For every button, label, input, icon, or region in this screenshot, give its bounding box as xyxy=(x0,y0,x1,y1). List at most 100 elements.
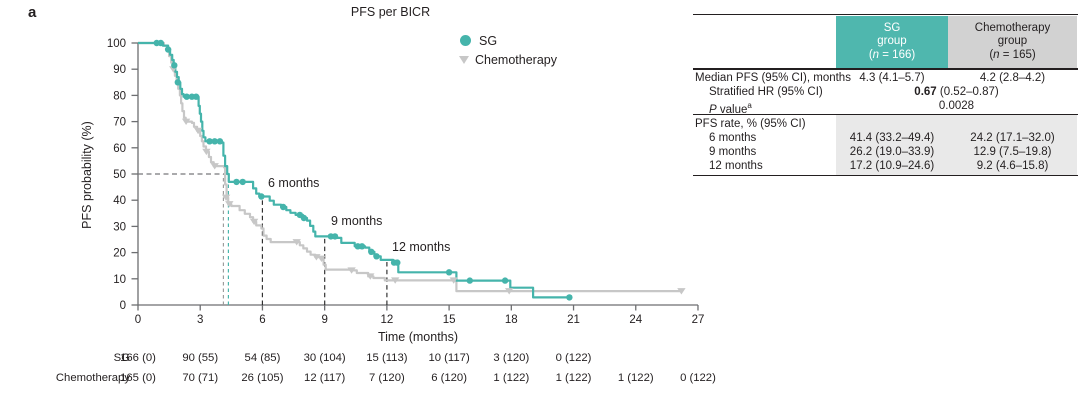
sg-censor-mark xyxy=(216,138,224,145)
chemo-censor-mark xyxy=(677,288,686,295)
stratified-hr-value: 0.67 (0.52–0.87) xyxy=(914,86,999,98)
sg-header-line2: group xyxy=(877,35,907,48)
sg-header-n: (n = 166) xyxy=(868,48,916,61)
median-pfs-chemo-value: 4.2 (2.8–4.2) xyxy=(979,72,1046,84)
header-bottom-border xyxy=(693,68,1078,70)
rate-12mo-label: 12 months xyxy=(709,160,763,172)
y-tick-label: 70 xyxy=(113,117,126,129)
chart-title: PFS per BICR xyxy=(350,5,431,19)
table-top-border xyxy=(693,14,1078,15)
x-tick-label: 18 xyxy=(505,314,518,326)
rate-12mo-chemo-value: 9.2 (4.6–15.8) xyxy=(976,160,1049,172)
risk-count: 30 (104) xyxy=(303,352,346,364)
stratified-hr-row: Stratified HR (95% CI) 0.67 (0.52–0.87) xyxy=(693,85,1078,99)
pfs-rate-label: PFS rate, % (95% CI) xyxy=(695,118,806,130)
sg-censor-mark xyxy=(258,193,265,200)
legend-item-chemotherapy: Chemotherapy xyxy=(459,50,557,69)
y-tick-label: 30 xyxy=(113,221,126,233)
pfs-rate-shading xyxy=(836,115,1077,175)
risk-count: 54 (85) xyxy=(244,352,281,364)
risk-counts: 166 (0) 90 (55) 54 (85) 30 (104) 15 (113) 10 … xyxy=(0,352,740,392)
legend-item-sg: SG xyxy=(460,31,557,50)
x-tick-label: 0 xyxy=(135,314,141,326)
sg-censor-mark xyxy=(171,62,178,69)
risk-count: 26 (105) xyxy=(241,372,284,384)
rate-9mo-label: 9 months xyxy=(709,146,757,158)
chemo-censor-mark xyxy=(193,127,203,135)
chemo-header-line2: group xyxy=(997,35,1028,48)
legend: SG Chemotherapy xyxy=(459,31,557,69)
sg-censor-mark xyxy=(206,138,213,145)
pfs-rate-header-row: PFS rate, % (95% CI) xyxy=(693,117,1078,131)
sg-censor-mark xyxy=(280,203,287,211)
chemotherapy-legend-triangle-icon xyxy=(459,55,469,64)
chemo-header-n: (n = 165) xyxy=(989,48,1036,61)
y-tick-label: 40 xyxy=(113,195,126,207)
sg-censor-mark xyxy=(192,93,200,100)
median-pfs-row: Median PFS (95% CI), months 4.3 (4.1–5.7… xyxy=(693,71,1078,85)
km-plot: 0 10 20 30 40 50 60 70 80 90 100 0 3 6 9 12 15 18 21 24 27 xyxy=(107,38,705,326)
p-value: 0.0028 xyxy=(938,100,975,112)
annotation-6-months: 6 months xyxy=(268,176,320,190)
sg-censor-mark xyxy=(157,39,164,47)
pfs-rate-9mo-row: 9 months 26.2 (19.0–33.9) 12.9 (7.5–19.8… xyxy=(693,145,1078,159)
risk-count: 0 (122) xyxy=(680,372,716,384)
chemo-censor-mark xyxy=(292,239,301,246)
chemo-censor-mark xyxy=(347,267,356,274)
table-bottom-border xyxy=(693,175,1078,176)
sg-censor-mark xyxy=(445,269,453,276)
section-divider xyxy=(693,114,1078,115)
risk-count: 15 (113) xyxy=(366,352,408,364)
sg-censor-mark xyxy=(368,248,375,255)
risk-count: 1 (122) xyxy=(555,372,592,384)
y-tick-label: 80 xyxy=(113,90,126,102)
stratified-hr-label: Stratified HR (95% CI) xyxy=(709,86,823,98)
chemo-censor-mark xyxy=(221,194,231,201)
sg-censor-mark xyxy=(358,243,366,250)
sg-legend-circle-icon xyxy=(460,35,471,46)
risk-count: 90 (55) xyxy=(182,352,219,364)
y-tick-label: 100 xyxy=(107,38,126,50)
pfs-rate-12mo-row: 12 months 17.2 (10.9–24.6) 9.2 (4.6–15.8… xyxy=(693,159,1078,173)
sg-censor-mark xyxy=(300,214,308,222)
p-value-row: P valuea 0.0028 xyxy=(693,99,1078,116)
risk-count: 1 (122) xyxy=(617,372,654,384)
risk-row-label-sg: SG xyxy=(113,352,130,364)
risk-count: 7 (120) xyxy=(368,372,405,384)
rate-6mo-sg-value: 41.4 (33.2–49.4) xyxy=(849,132,935,144)
rate-9mo-sg-value: 26.2 (19.0–33.9) xyxy=(849,146,935,158)
x-tick-label: 9 xyxy=(321,314,327,326)
chemo-censor-mark xyxy=(449,277,458,284)
sg-censor-mark xyxy=(233,178,240,186)
sg-header-line1: SG xyxy=(883,21,901,34)
sg-curve xyxy=(138,41,570,299)
sg-censor-mark xyxy=(501,277,509,284)
chemo-censor-mark xyxy=(391,277,400,284)
x-axis-label: Time (months) xyxy=(377,330,459,344)
sg-censor-mark xyxy=(174,79,181,86)
sg-censor-mark xyxy=(331,233,339,240)
median-pfs-label: Median PFS (95% CI), months xyxy=(695,72,851,84)
y-tick-label: 10 xyxy=(113,274,126,286)
rate-12mo-sg-value: 17.2 (10.9–24.6) xyxy=(849,160,935,172)
risk-row-label-chemotherapy: Chemotherapy xyxy=(55,372,130,384)
y-tick-label: 50 xyxy=(113,169,126,181)
risk-count: 6 (120) xyxy=(431,372,467,384)
panel-label: a xyxy=(28,4,37,21)
rate-6mo-label: 6 months xyxy=(709,132,757,144)
sg-group-header: SG group (n = 166) xyxy=(836,16,948,68)
sg-censor-mark xyxy=(394,259,401,266)
sg-censor-mark xyxy=(211,138,218,145)
chemotherapy-group-header: Chemotherapy group (n = 165) xyxy=(948,16,1077,68)
y-tick-label: 20 xyxy=(113,248,126,260)
median-pfs-sg-value: 4.3 (4.1–5.7) xyxy=(859,72,925,84)
pfs-rate-6mo-row: 6 months 41.4 (33.2–49.4) 24.2 (17.1–32.… xyxy=(693,131,1078,145)
sg-censor-mark xyxy=(566,294,573,301)
chemo-censor-mark xyxy=(249,218,259,226)
rate-9mo-chemo-value: 12.9 (7.5–19.8) xyxy=(973,146,1052,158)
y-tick-label: 0 xyxy=(120,300,126,312)
x-tick-label: 12 xyxy=(380,314,393,326)
sg-censor-mark xyxy=(373,253,380,260)
sg-censor-mark xyxy=(239,178,246,186)
sg-censor-mark xyxy=(164,46,172,53)
